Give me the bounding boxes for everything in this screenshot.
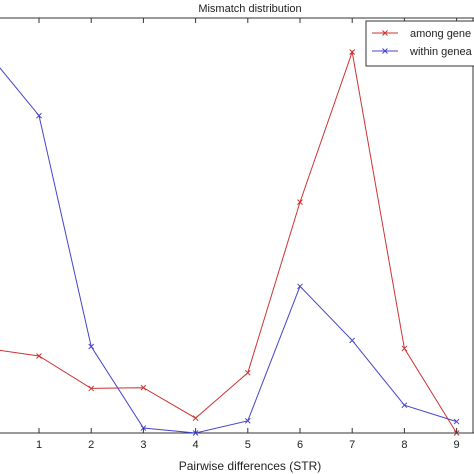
data-point-marker — [140, 384, 147, 391]
x-tick-label: 4 — [193, 439, 199, 451]
marker-stroke — [401, 345, 408, 352]
data-point-marker — [88, 385, 95, 392]
series-line — [0, 50, 458, 434]
marker-stroke — [244, 369, 251, 376]
marker-stroke — [453, 418, 460, 425]
series-layer — [0, 49, 460, 436]
data-point-marker — [88, 343, 95, 350]
marker-stroke — [297, 199, 303, 205]
data-point-marker — [36, 353, 42, 359]
data-point-marker — [36, 112, 42, 119]
marker-stroke — [297, 283, 303, 290]
legend-label: within genea — [409, 46, 473, 58]
marker-stroke — [192, 415, 199, 421]
legend-marker — [382, 48, 388, 54]
marker-stroke — [244, 417, 251, 424]
x-axis-ticks: 1 2 3 4 5 6 7 8 9 — [36, 18, 460, 451]
data-point-marker — [401, 402, 408, 409]
chart-title: Mismatch distribution — [198, 3, 301, 15]
data-point-marker — [401, 345, 408, 352]
data-point-marker — [349, 337, 356, 344]
legend-marker — [382, 30, 388, 36]
legend: among gene within genea — [365, 20, 474, 67]
marker-stroke — [349, 49, 356, 55]
data-point-marker — [244, 369, 251, 376]
legend-box — [365, 20, 474, 67]
marker-stroke — [88, 385, 95, 392]
x-tick-label: 2 — [88, 439, 94, 451]
data-point-marker — [297, 199, 303, 205]
marker-stroke — [401, 402, 408, 409]
marker-stroke — [140, 384, 147, 391]
x-tick-label: 8 — [401, 439, 407, 451]
data-point-marker — [297, 283, 303, 290]
x-tick-label: 7 — [349, 439, 355, 451]
plot-area — [0, 17, 474, 434]
marker-stroke — [36, 353, 42, 359]
x-tick-label: 9 — [454, 439, 460, 451]
data-point-marker — [244, 417, 251, 424]
data-point-marker — [192, 415, 199, 421]
x-axis-label: Pairwise differences (STR) — [179, 459, 322, 473]
marker-stroke — [349, 337, 356, 344]
x-tick-label: 5 — [245, 439, 251, 451]
series-line — [0, 67, 457, 434]
series-2 — [0, 67, 460, 436]
x-tick-label: 3 — [140, 439, 146, 451]
legend-label: among gene — [410, 28, 471, 40]
x-tick-label: 1 — [36, 439, 42, 451]
marker-stroke — [36, 112, 42, 119]
data-point-marker — [349, 49, 356, 55]
series-1 — [0, 49, 460, 436]
marker-stroke — [88, 343, 95, 350]
data-point-marker — [453, 418, 460, 425]
x-tick-label: 6 — [297, 439, 303, 451]
